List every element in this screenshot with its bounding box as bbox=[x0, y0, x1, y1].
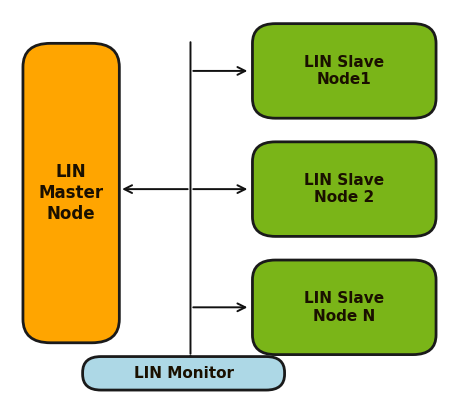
Text: LIN Slave
Node N: LIN Slave Node N bbox=[304, 291, 384, 323]
Text: LIN Slave
Node 2: LIN Slave Node 2 bbox=[304, 173, 384, 205]
Text: LIN Monitor: LIN Monitor bbox=[134, 366, 234, 381]
FancyBboxPatch shape bbox=[23, 43, 119, 343]
FancyBboxPatch shape bbox=[252, 24, 436, 118]
Text: LIN Slave
Node1: LIN Slave Node1 bbox=[304, 55, 384, 87]
Text: LIN
Master
Node: LIN Master Node bbox=[39, 163, 104, 223]
FancyBboxPatch shape bbox=[252, 260, 436, 355]
FancyBboxPatch shape bbox=[252, 142, 436, 236]
FancyBboxPatch shape bbox=[83, 357, 285, 390]
